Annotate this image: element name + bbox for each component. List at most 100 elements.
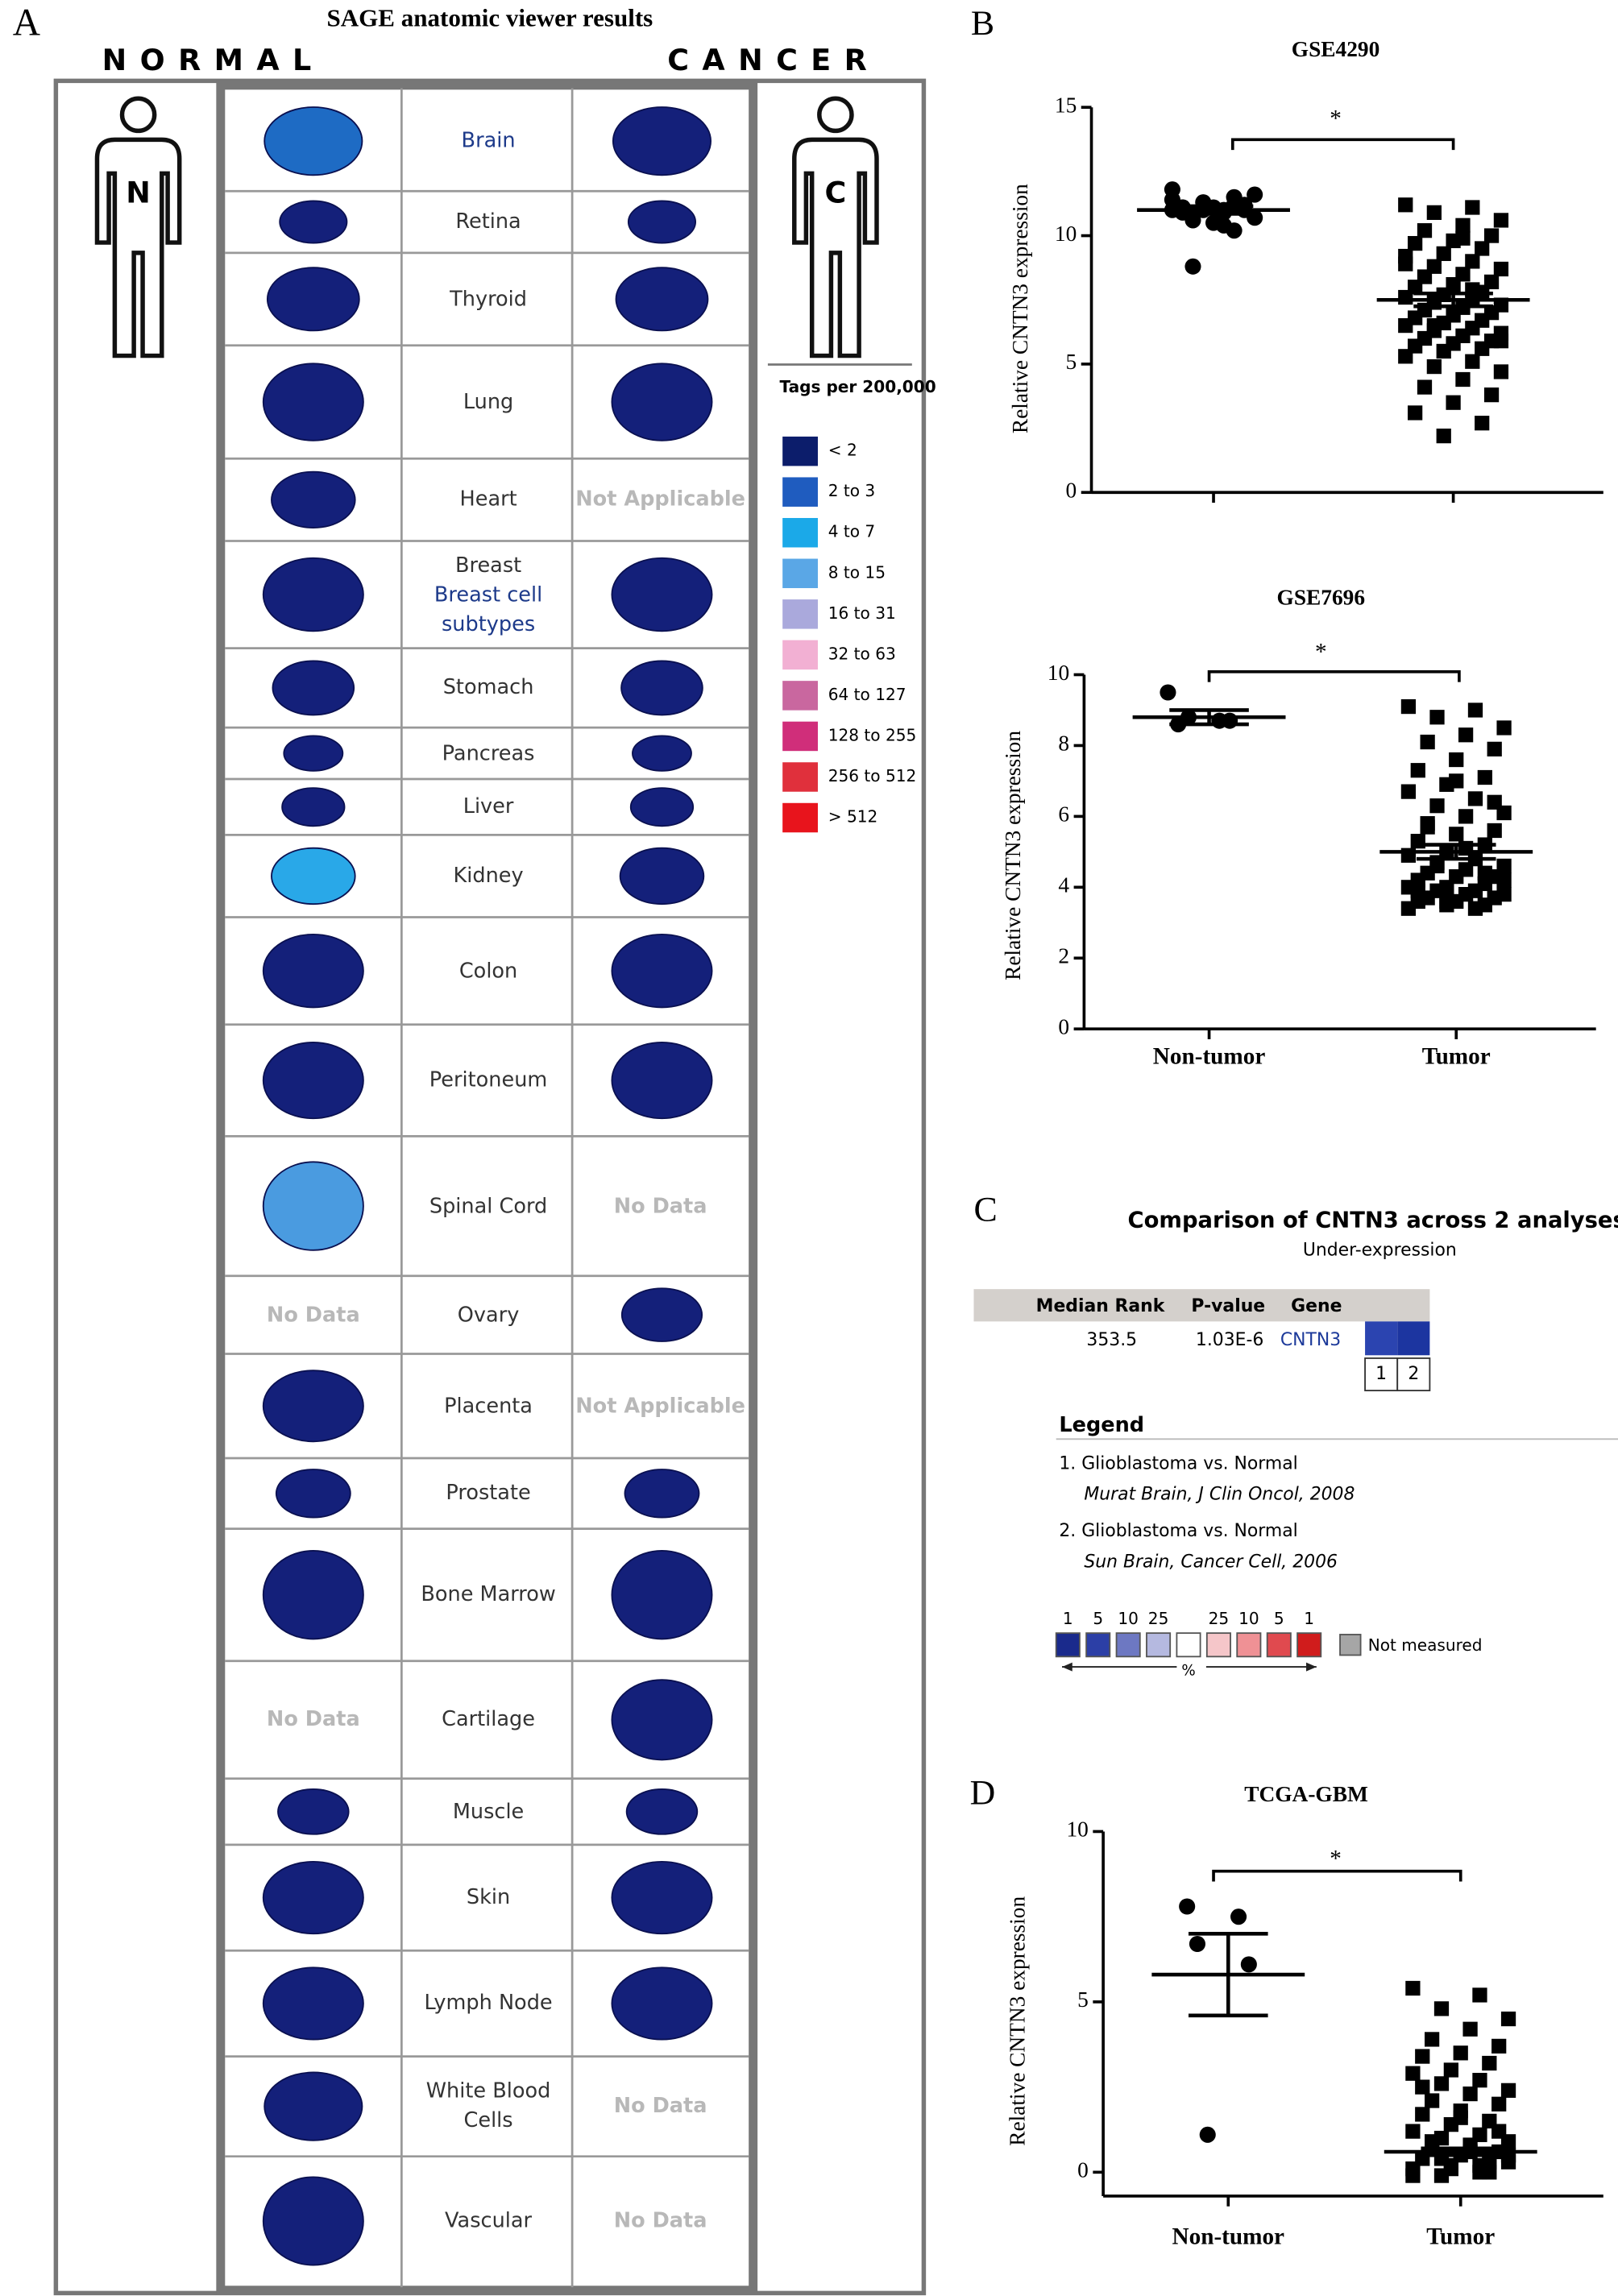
cell-content: Heart bbox=[406, 458, 570, 541]
legend-label: 8 to 15 bbox=[828, 562, 886, 582]
data-point bbox=[1417, 223, 1433, 238]
data-point bbox=[1436, 343, 1451, 359]
scale-swatch bbox=[1236, 1632, 1262, 1658]
y-tick-label: 4 bbox=[1058, 873, 1069, 897]
organ-icon bbox=[275, 1469, 351, 1519]
scale-swatch bbox=[1176, 1632, 1201, 1658]
cell-content: Kidney bbox=[406, 835, 570, 917]
cell-content: Muscle bbox=[406, 1779, 570, 1845]
cell-content: Peritoneum bbox=[406, 1025, 570, 1137]
legend-item-title: 2. Glioblastoma vs. Normal bbox=[1059, 1521, 1297, 1541]
cell-content: Vascular bbox=[406, 2157, 570, 2286]
normal-badge: N bbox=[126, 175, 151, 209]
data-point bbox=[1184, 212, 1201, 229]
scale-label: 1 bbox=[1304, 1609, 1314, 1628]
data-point bbox=[1467, 702, 1483, 718]
cell-content: Bone Marrow bbox=[406, 1529, 570, 1661]
y-tick-label: 10 bbox=[1067, 1817, 1089, 1842]
data-point bbox=[1424, 2134, 1440, 2149]
data-point bbox=[1493, 364, 1509, 379]
tissue-name: Prostate bbox=[446, 1482, 531, 1506]
legend-item-source: Sun Brain, Cancer Cell, 2006 bbox=[1084, 1552, 1338, 1573]
legend-swatch bbox=[782, 802, 818, 833]
organ-icon bbox=[271, 470, 356, 529]
cell: Prostate bbox=[446, 1482, 531, 1506]
organ-icon bbox=[611, 557, 713, 632]
cell: No Data bbox=[575, 1136, 746, 1275]
organ-icon bbox=[611, 1860, 713, 1935]
legend-label: 2 to 3 bbox=[828, 481, 875, 500]
status-text: Not Applicable bbox=[575, 1394, 746, 1418]
data-point bbox=[1483, 388, 1500, 403]
data-point bbox=[1410, 763, 1425, 778]
tissue-name: Lung bbox=[463, 390, 514, 414]
cell-content: Retina bbox=[406, 191, 570, 253]
y-tick-label: 0 bbox=[1066, 479, 1077, 503]
scale-label: 25 bbox=[1209, 1609, 1230, 1628]
organ-icon bbox=[611, 1042, 713, 1120]
legend-label: 256 to 512 bbox=[828, 766, 917, 785]
analysis-index-box bbox=[1396, 1357, 1431, 1391]
organ-icon bbox=[611, 1967, 713, 2041]
legend-label: > 512 bbox=[828, 807, 877, 827]
y-tick-label: 15 bbox=[1055, 93, 1077, 117]
tissue-name: Placenta bbox=[444, 1394, 533, 1418]
cell-content: No Data bbox=[575, 1136, 746, 1275]
cell: Colon bbox=[406, 918, 570, 1025]
data-point bbox=[1491, 2124, 1507, 2139]
cell-content: Stomach bbox=[406, 649, 570, 728]
cell-content: Spinal Cord bbox=[406, 1136, 570, 1275]
cell: Muscle bbox=[406, 1779, 570, 1845]
cell: Ovary bbox=[458, 1303, 520, 1327]
data-point bbox=[1417, 379, 1433, 395]
data-point bbox=[1179, 1898, 1196, 1915]
data-point bbox=[1400, 784, 1417, 799]
data-point bbox=[1398, 197, 1413, 213]
cell: Spinal Cord bbox=[406, 1136, 570, 1275]
scale-label: 1 bbox=[1063, 1609, 1073, 1628]
cell: Brain bbox=[462, 130, 516, 153]
median-rank: 353.5 bbox=[1086, 1330, 1137, 1350]
cell: Lymph Node bbox=[424, 1991, 552, 2015]
legend-label: 64 to 127 bbox=[828, 685, 906, 704]
y-axis-label: Relative CNTN3 expression bbox=[1005, 1896, 1029, 2146]
cell: Cartilage bbox=[442, 1708, 535, 1731]
cell-content: Skin bbox=[406, 1845, 570, 1950]
table-frame bbox=[216, 81, 758, 2295]
y-tick-label: 5 bbox=[1077, 1987, 1089, 2012]
cell-content: Colon bbox=[406, 918, 570, 1025]
y-tick-label: 5 bbox=[1066, 350, 1077, 374]
organ-icon bbox=[262, 933, 364, 1009]
cancer-figure bbox=[792, 96, 879, 358]
cell: No Data bbox=[614, 2095, 707, 2118]
data-point bbox=[1446, 395, 1461, 410]
cell: Skin bbox=[406, 1845, 570, 1950]
cell-content: Not Applicable bbox=[575, 1353, 746, 1458]
legend-item-source: Murat Brain, J Clin Oncol, 2008 bbox=[1084, 1485, 1355, 1505]
data-point bbox=[1493, 261, 1509, 277]
gene-link[interactable]: CNTN3 bbox=[1280, 1330, 1341, 1350]
legend-swatch bbox=[782, 436, 818, 466]
cell: Not Applicable bbox=[575, 1353, 746, 1458]
tissue-name: Stomach bbox=[442, 676, 534, 700]
legend-swatch bbox=[782, 477, 818, 507]
data-point bbox=[1477, 865, 1492, 881]
significance-bracket bbox=[1230, 138, 1455, 151]
data-point bbox=[1415, 2107, 1430, 2122]
data-point bbox=[1426, 205, 1442, 220]
data-point bbox=[1408, 235, 1423, 251]
cell: Thyroid bbox=[450, 288, 527, 311]
cell: No Data bbox=[614, 2209, 707, 2232]
data-point bbox=[1465, 200, 1480, 215]
analysis-index-box bbox=[1364, 1357, 1399, 1391]
data-point bbox=[1462, 2021, 1478, 2037]
data-point bbox=[1164, 181, 1180, 198]
y-axis-label: Relative CNTN3 expression bbox=[1001, 731, 1025, 980]
organ-icon bbox=[629, 787, 695, 827]
organ-icon bbox=[262, 2176, 364, 2266]
data-point bbox=[1449, 752, 1464, 768]
status-text: Not Applicable bbox=[575, 487, 746, 512]
cell-content: No Data bbox=[228, 1661, 399, 1779]
tissue-name: Retina bbox=[455, 209, 521, 234]
cell-content: Liver bbox=[406, 779, 570, 835]
